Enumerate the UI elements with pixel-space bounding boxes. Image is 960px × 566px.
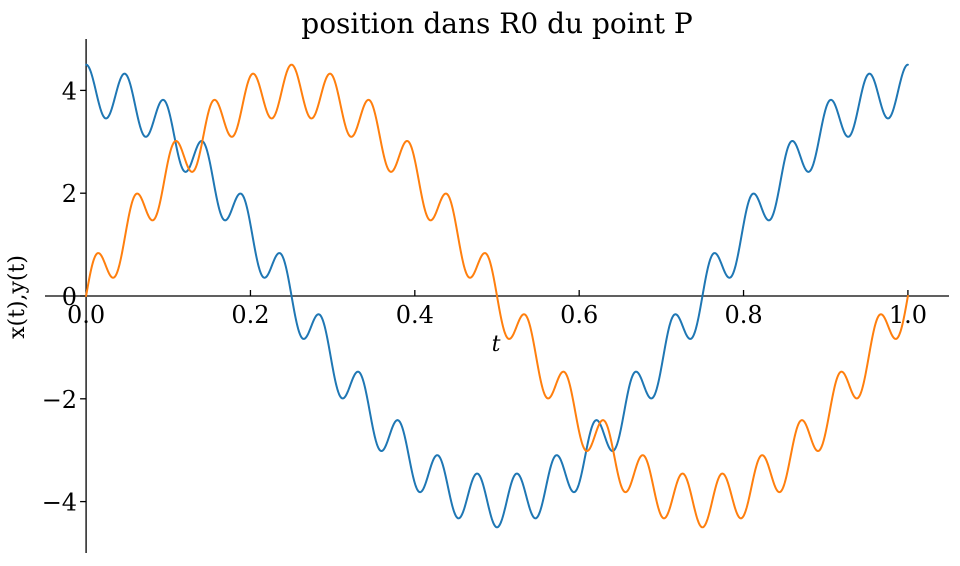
- ticks-group: 0.0 0.2 0.4 0.6 0.8 1.0 4 2 0 −2 −4: [42, 77, 927, 516]
- x-axis-label: t: [492, 332, 501, 357]
- series-curve-xt: [85, 63, 909, 529]
- x-tick-label: 0.2: [231, 301, 269, 329]
- y-tick-label: 0: [62, 283, 77, 311]
- y-axis-label: x(t),y(t): [5, 255, 30, 339]
- series-group: [85, 63, 909, 529]
- x-tick-label: 0.8: [724, 301, 762, 329]
- y-tick-label: 2: [62, 180, 77, 208]
- y-tick-label: 4: [62, 77, 77, 105]
- series-curve-yt: [85, 63, 909, 529]
- y-tick-label: −2: [42, 386, 77, 414]
- x-tick-label: 0.4: [396, 301, 434, 329]
- x-tick-label: 1.0: [889, 301, 927, 329]
- chart-title: position dans R0 du point P: [301, 7, 692, 40]
- x-tick-label: 0.6: [560, 301, 598, 329]
- x-tick-label: 0.0: [67, 301, 105, 329]
- y-tick-label: −4: [42, 489, 77, 517]
